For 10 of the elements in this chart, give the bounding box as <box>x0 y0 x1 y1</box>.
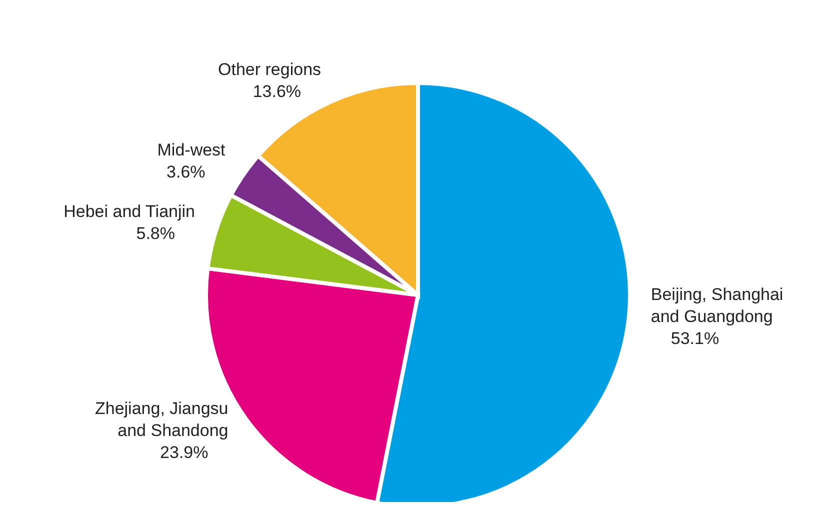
data-label: 5.8% <box>136 224 176 244</box>
data-label: 3.6% <box>166 162 206 182</box>
slice-label: Hebei and Tianjin <box>64 202 196 222</box>
slice-label: Mid-west <box>157 140 226 160</box>
data-label: 53.1% <box>670 329 720 348</box>
slice-label: Zhejiang, Jiangsu and Shandong <box>94 399 228 440</box>
slice-label: Other regions <box>218 60 322 80</box>
slice-label: Beijing, Shanghai and Guangdong <box>650 285 784 326</box>
data-label: 23.9% <box>160 443 208 462</box>
data-label: 13.6% <box>252 82 302 102</box>
